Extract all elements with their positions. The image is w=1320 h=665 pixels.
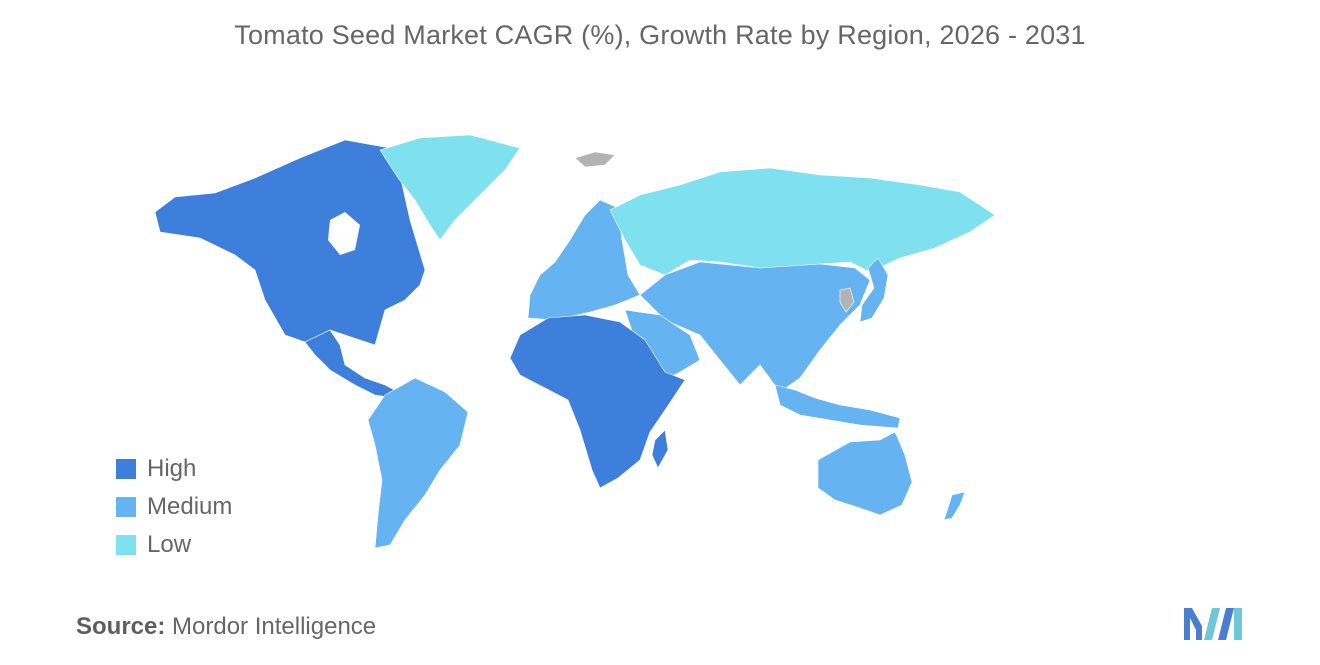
legend-label-low: Low	[147, 531, 192, 558]
legend-item-low: Low	[116, 526, 232, 564]
region-central-america[interactable]	[304, 329, 401, 399]
region-north-america[interactable]	[154, 139, 426, 346]
source-label: Source:	[76, 613, 166, 640]
legend-swatch-low	[116, 535, 136, 555]
region-korea[interactable]	[839, 287, 855, 313]
region-australia[interactable]	[817, 431, 913, 516]
region-south-america[interactable]	[367, 377, 469, 549]
mordor-logo-icon	[1184, 608, 1242, 640]
chart-title: Tomato Seed Market CAGR (%), Growth Rate…	[234, 20, 1086, 50]
region-asia[interactable]	[639, 261, 871, 393]
legend-item-medium: Medium	[116, 488, 232, 526]
region-greenland[interactable]	[379, 134, 521, 241]
region-southeast-asia[interactable]	[774, 384, 901, 429]
region-russia[interactable]	[609, 167, 996, 276]
hudson-bay	[328, 212, 360, 255]
legend-swatch-high	[116, 459, 136, 479]
region-madagascar[interactable]	[651, 429, 669, 469]
legend-item-high: High	[116, 450, 232, 488]
region-new-zealand[interactable]	[943, 491, 966, 521]
source-value: Mordor Intelligence	[172, 613, 377, 640]
region-svalbard[interactable]	[574, 151, 616, 168]
region-japan[interactable]	[859, 257, 889, 323]
legend: High Medium Low	[116, 450, 232, 564]
source-note: Source: Mordor Intelligence	[76, 613, 376, 641]
legend-swatch-medium	[116, 497, 136, 517]
legend-label-medium: Medium	[147, 493, 233, 520]
legend-label-high: High	[147, 455, 197, 482]
region-africa[interactable]	[509, 314, 686, 489]
